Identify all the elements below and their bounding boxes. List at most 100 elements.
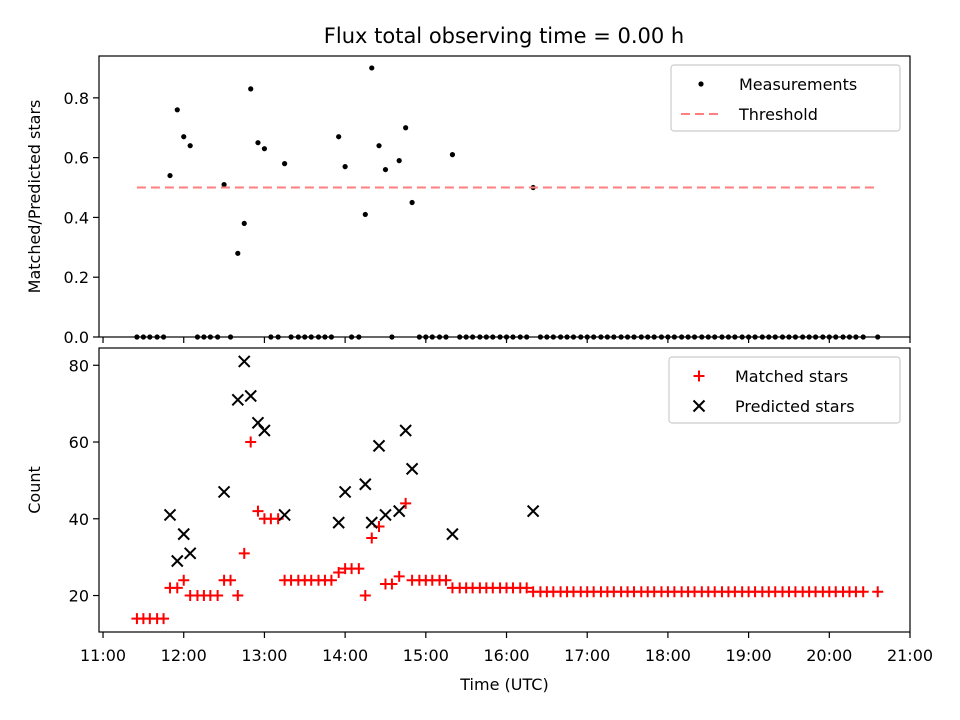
data-point (416, 334, 422, 340)
data-point (212, 590, 224, 602)
data-point (725, 334, 732, 340)
top-series-0 (134, 65, 881, 340)
bottom-axes-frame (98, 347, 911, 633)
data-point (403, 125, 409, 131)
legend-marker (693, 370, 705, 382)
data-point (497, 334, 503, 340)
bottom-xtick-label: 12:00 (161, 646, 207, 665)
data-point (332, 516, 345, 529)
data-point (238, 547, 250, 559)
data-point (235, 250, 241, 256)
data-point (826, 334, 832, 340)
bottom-ytick-label: 40 (69, 510, 89, 529)
data-point (244, 389, 257, 403)
data-point (379, 508, 392, 522)
bottom-series-0 (131, 436, 884, 625)
data-point (154, 334, 160, 340)
data-point (201, 334, 207, 340)
data-point (359, 478, 372, 491)
data-point (510, 334, 516, 340)
data-point (389, 334, 395, 340)
data-point (446, 527, 459, 541)
data-point (258, 424, 271, 437)
data-point (685, 334, 691, 340)
legend-box (668, 356, 901, 424)
bottom-ylabel: Count (25, 466, 44, 514)
data-point (846, 334, 853, 340)
data-point (376, 143, 382, 149)
data-point (167, 172, 173, 179)
data-point (288, 334, 294, 340)
data-point (857, 586, 869, 598)
data-point (405, 462, 419, 476)
data-point (174, 107, 180, 113)
data-point (739, 334, 745, 340)
data-point (463, 334, 469, 340)
data-point (400, 497, 412, 509)
data-point (712, 334, 718, 340)
bottom-xlabel: Time (UTC) (459, 675, 548, 694)
data-point (537, 334, 544, 340)
data-point (699, 334, 705, 340)
data-point (860, 334, 866, 340)
data-point (524, 334, 530, 340)
data-point (409, 199, 415, 206)
data-point (550, 334, 556, 340)
data-point (163, 508, 177, 522)
top-ytick-label: 0.2 (64, 268, 89, 287)
data-point (732, 334, 738, 340)
data-point (517, 334, 523, 340)
data-point (392, 504, 406, 518)
data-point (503, 334, 510, 340)
top-ytick-label: 0.4 (64, 208, 89, 227)
data-point (591, 334, 597, 340)
bottom-series-1 (163, 355, 540, 568)
data-point (396, 158, 402, 164)
data-point (779, 334, 786, 340)
data-point (423, 334, 429, 340)
data-point (261, 146, 268, 152)
data-point (477, 334, 483, 340)
bottom-panel: 20 40 60 80 11:00 12:00 13:00 14:00 15:00 16:00 17… (25, 347, 933, 694)
data-point (178, 574, 190, 586)
data-point (160, 334, 167, 340)
bottom-ytick-label: 20 (69, 587, 89, 606)
data-point (275, 334, 281, 340)
data-point (436, 334, 443, 340)
data-point (812, 334, 819, 340)
data-point (521, 582, 533, 594)
data-point (158, 613, 170, 625)
legend-marker (698, 81, 704, 87)
data-point (440, 574, 452, 586)
data-point (820, 334, 826, 340)
data-point (181, 134, 187, 140)
data-point (227, 334, 234, 340)
data-point (252, 505, 264, 517)
data-point (302, 334, 308, 340)
data-point (322, 334, 328, 340)
data-point (359, 590, 371, 602)
data-point (759, 334, 765, 340)
data-point (853, 334, 859, 340)
legend-label: Measurements (739, 75, 857, 94)
data-point (800, 334, 806, 340)
data-point (356, 334, 362, 340)
data-point (372, 439, 386, 453)
data-point (526, 504, 540, 518)
bottom-legend: Matched stars Predicted stars (668, 356, 901, 424)
bottom-xtick-label: 17:00 (564, 646, 610, 665)
data-point (457, 334, 463, 340)
data-point (333, 567, 345, 579)
legend-marker (692, 399, 706, 413)
data-point (786, 334, 792, 340)
data-point (578, 334, 584, 340)
data-point (147, 334, 153, 340)
legend-label: Predicted stars (735, 397, 855, 416)
data-point (665, 334, 671, 340)
data-point (705, 334, 711, 340)
bottom-xtick-label: 21:00 (887, 646, 933, 665)
data-point (840, 334, 846, 340)
data-point (328, 334, 335, 340)
legend-label: Matched stars (735, 367, 848, 386)
